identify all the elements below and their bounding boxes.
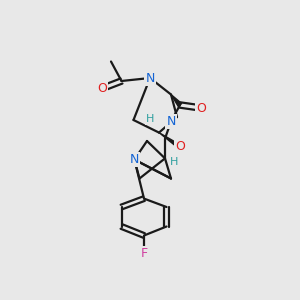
Text: N: N: [166, 115, 176, 128]
Text: H: H: [170, 157, 178, 167]
Text: N: N: [130, 153, 139, 166]
Text: N: N: [145, 71, 155, 85]
Polygon shape: [171, 94, 182, 106]
Polygon shape: [159, 133, 181, 148]
Text: O: O: [97, 82, 107, 95]
Text: H: H: [146, 114, 154, 124]
Text: O: O: [175, 140, 185, 154]
Text: O: O: [196, 101, 206, 115]
Text: F: F: [140, 247, 148, 260]
